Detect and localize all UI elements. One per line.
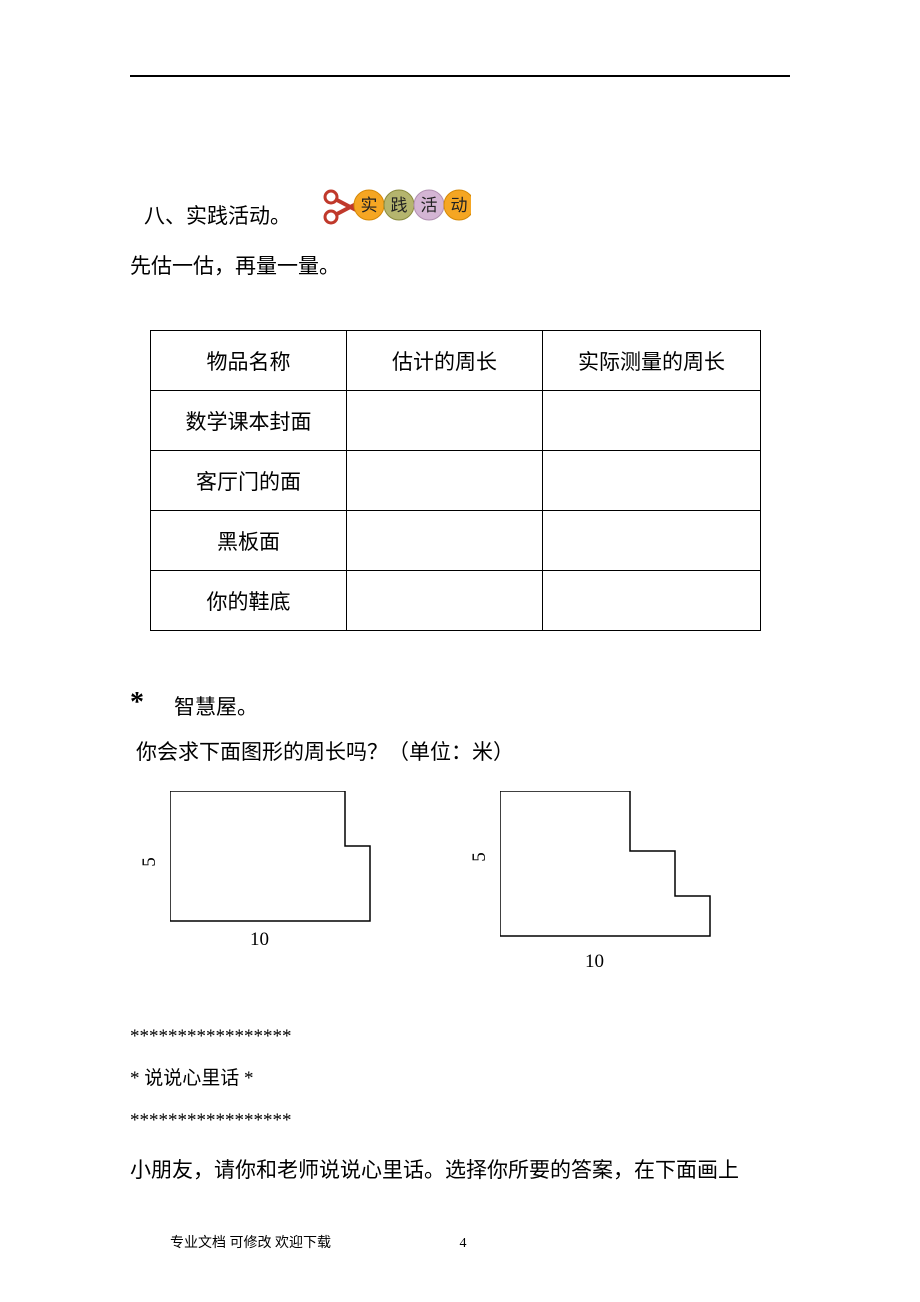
cell-estimate[interactable] xyxy=(347,511,543,571)
badge-circle-1: 实 xyxy=(354,190,384,220)
shapes-container: 5 10 5 10 xyxy=(140,791,790,981)
footer-text: 专业文档 可修改 欢迎下载 xyxy=(170,1236,331,1251)
page-footer: 专业文档 可修改 欢迎下载 4 xyxy=(170,1232,467,1252)
badge-circle-3: 活 xyxy=(414,190,444,220)
heart-talk-title: * 说说心里话 * xyxy=(130,1058,790,1100)
table-row: 客厅门的面 xyxy=(151,451,761,511)
header-item-name: 物品名称 xyxy=(151,331,347,391)
cell-actual[interactable] xyxy=(543,571,761,631)
table-header-row: 物品名称 估计的周长 实际测量的周长 xyxy=(151,331,761,391)
section-header: 八、实践活动。 实 践 活 xyxy=(130,177,790,230)
cell-item: 你的鞋底 xyxy=(151,571,347,631)
cell-item: 客厅门的面 xyxy=(151,451,347,511)
cell-estimate[interactable] xyxy=(347,391,543,451)
svg-text:实: 实 xyxy=(361,196,378,215)
practice-badge: 实 践 活 动 xyxy=(321,177,471,234)
cell-estimate[interactable] xyxy=(347,451,543,511)
table-row: 数学课本封面 xyxy=(151,391,761,451)
shape-2: 5 10 xyxy=(470,791,720,981)
asterisk-icon: * xyxy=(130,687,144,719)
badge-circle-2: 践 xyxy=(384,190,414,220)
cell-actual[interactable] xyxy=(543,511,761,571)
badge-circle-4: 动 xyxy=(444,190,471,220)
header-estimate: 估计的周长 xyxy=(347,331,543,391)
final-paragraph: 小朋友，请你和老师说说心里话。选择你所要的答案，在下面画上 xyxy=(130,1151,790,1191)
cell-actual[interactable] xyxy=(543,451,761,511)
cell-item: 数学课本封面 xyxy=(151,391,347,451)
measurement-table: 物品名称 估计的周长 实际测量的周长 数学课本封面 客厅门的面 黑板面 xyxy=(150,330,761,631)
stars-line-bottom: ***************** xyxy=(130,1100,790,1142)
top-rule xyxy=(130,75,790,77)
shape-2-height-label: 5 xyxy=(469,852,491,862)
question-text: 你会求下面图形的周长吗？（单位：米） xyxy=(136,736,790,766)
shape-1-height-label: 5 xyxy=(139,857,161,867)
table-row: 你的鞋底 xyxy=(151,571,761,631)
stars-line-top: ***************** xyxy=(130,1016,790,1058)
cell-actual[interactable] xyxy=(543,391,761,451)
page-number: 4 xyxy=(460,1236,467,1252)
cell-item: 黑板面 xyxy=(151,511,347,571)
header-actual: 实际测量的周长 xyxy=(543,331,761,391)
wisdom-header: * 智慧屋。 xyxy=(130,691,790,721)
shape-2-width-label: 10 xyxy=(585,951,604,973)
wisdom-title: 智慧屋。 xyxy=(174,691,258,721)
heart-talk-block: ***************** * 说说心里话 * ************… xyxy=(130,1016,790,1141)
section-title: 八、实践活动。 xyxy=(144,200,291,230)
shape-1-width-label: 10 xyxy=(250,929,269,951)
shape-1: 5 10 xyxy=(140,791,380,961)
shape-1-polygon xyxy=(170,791,370,921)
svg-text:活: 活 xyxy=(421,196,438,215)
svg-text:践: 践 xyxy=(391,196,408,215)
scissors-icon xyxy=(325,191,356,223)
shape-2-polygon xyxy=(500,791,710,936)
subtitle: 先估一估，再量一量。 xyxy=(130,250,790,280)
cell-estimate[interactable] xyxy=(347,571,543,631)
svg-text:动: 动 xyxy=(451,196,468,215)
table-row: 黑板面 xyxy=(151,511,761,571)
